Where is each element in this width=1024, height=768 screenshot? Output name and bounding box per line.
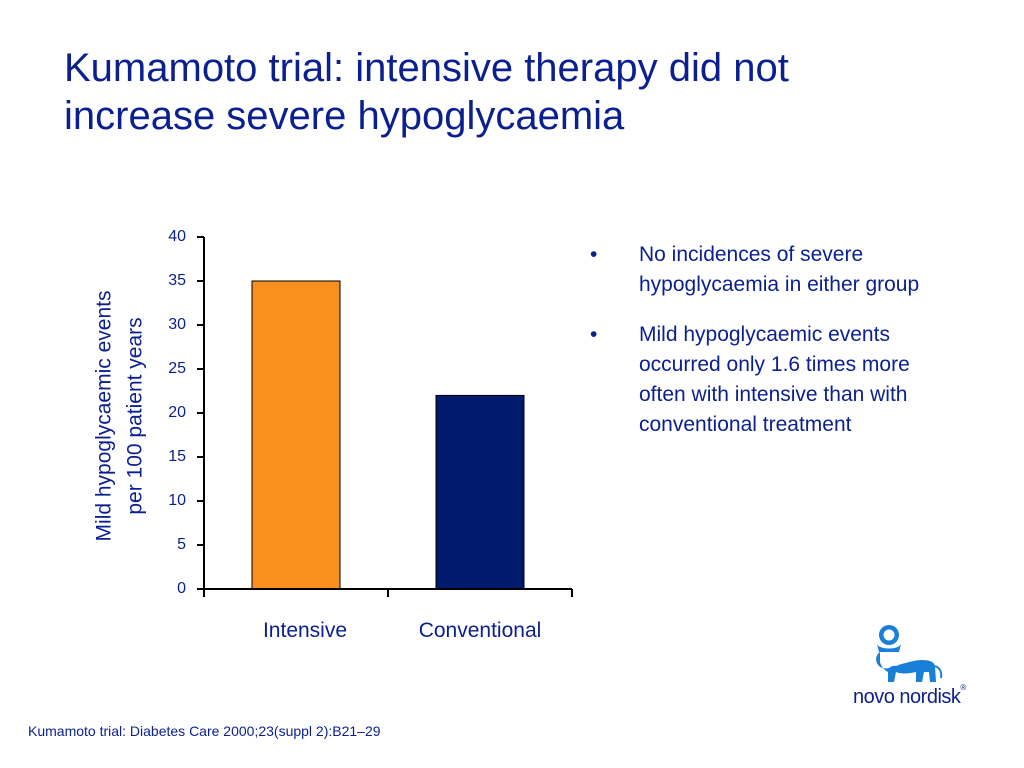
- bullet-text-1: No incidences of severe hypoglycaemia in…: [639, 243, 920, 296]
- bar-conventional: [435, 394, 525, 590]
- x-tick-label-conventional: Conventional: [419, 619, 542, 642]
- bullet-list: • No incidences of severe hypoglycaemia …: [590, 240, 950, 460]
- x-tick-label-intensive: Intensive: [263, 619, 347, 642]
- source-footnote: Kumamoto trial: Diabetes Care 2000;23(su…: [28, 723, 381, 739]
- apis-bull-icon: [876, 625, 943, 682]
- y-tick-label: 25: [168, 360, 186, 377]
- y-axis-ticks: 0 5 10 15 20 25 30 35 40: [168, 228, 205, 597]
- bar-intensive: [251, 280, 341, 590]
- y-tick-label: 40: [168, 228, 186, 245]
- y-axis-label: Mild hypoglycaemic events per 100 patient…: [93, 291, 147, 542]
- y-tick-label: 30: [168, 316, 186, 333]
- logo-wordmark-text: novo nordisk: [853, 686, 961, 708]
- y-axis-label-line-1: Mild hypoglycaemic events: [93, 291, 116, 542]
- slide-title-line-2: increase severe hypoglycaemia: [64, 94, 625, 138]
- y-tick-label: 0: [177, 580, 186, 597]
- bullet-text-2: Mild hypoglycaemic events occurred only …: [639, 323, 910, 436]
- registered-mark: ®: [960, 683, 966, 692]
- y-tick-label: 5: [177, 536, 186, 553]
- slide-title-line-1: Kumamoto trial: intensive therapy did no…: [64, 46, 789, 90]
- y-tick-label: 10: [168, 492, 186, 509]
- bullet-item-1: • No incidences of severe hypoglycaemia …: [590, 240, 950, 300]
- y-axis-label-line-2: per 100 patient years: [124, 317, 147, 514]
- y-tick-label: 20: [168, 404, 186, 421]
- bullet-item-2: • Mild hypoglycaemic events occurred onl…: [590, 320, 950, 440]
- logo-wordmark: novo nordisk®: [853, 683, 966, 709]
- bullet-marker: •: [590, 243, 598, 266]
- x-axis: Intensive Conventional: [203, 588, 573, 642]
- y-tick-label: 35: [168, 272, 186, 289]
- bars: [251, 280, 525, 590]
- slide-title: Kumamoto trial: intensive therapy did no…: [64, 44, 964, 140]
- y-tick-label: 15: [168, 448, 186, 465]
- bullet-marker: •: [590, 323, 598, 346]
- bar-chart: Mild hypoglycaemic events per 100 patient…: [93, 228, 573, 642]
